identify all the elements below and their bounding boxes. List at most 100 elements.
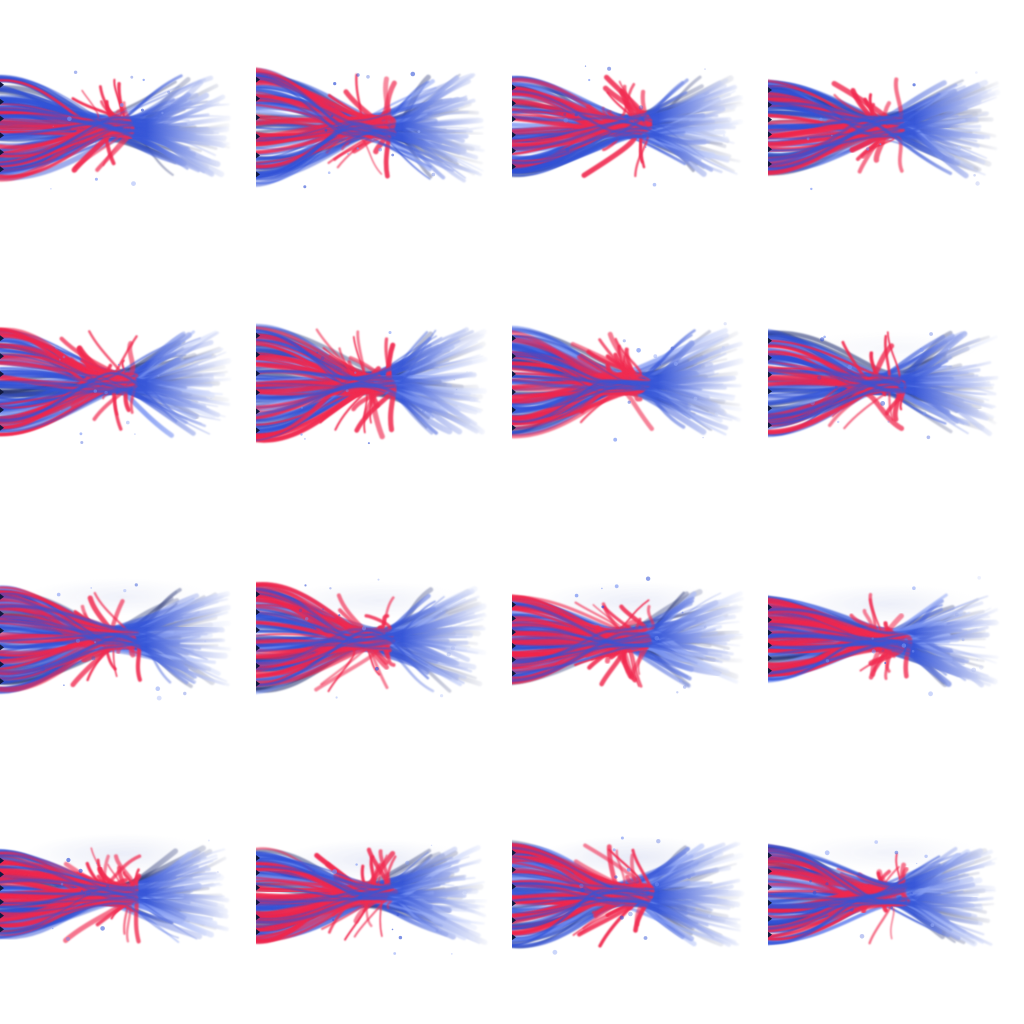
inlet-marker: [256, 645, 260, 651]
wisp-speck: [825, 882, 829, 886]
wisp-speck: [63, 684, 65, 686]
blue-streak: [768, 353, 977, 388]
wisp-speck: [189, 635, 193, 638]
inlet-marker: [512, 601, 516, 608]
wisp-speck: [155, 686, 161, 691]
inlet-marker: [768, 337, 772, 344]
inlet-marker: [0, 81, 4, 88]
blue-streak: [256, 375, 460, 409]
flow-frame-3: [512, 62, 748, 192]
wisp-speck: [405, 860, 410, 865]
wisp-speck: [60, 882, 64, 886]
wisp-speck: [463, 889, 468, 894]
blue-streak: [0, 632, 228, 683]
inlet-marker: [768, 604, 772, 611]
wisp-speck: [126, 420, 130, 425]
wisp-speck: [300, 433, 303, 436]
wisp-speck: [880, 401, 886, 406]
inlet-marker: [256, 133, 260, 140]
inlet-marker: [512, 406, 516, 413]
inlet-marker: [768, 87, 772, 93]
wisp-speck: [955, 612, 959, 617]
wisp-speck: [687, 875, 691, 879]
wisp-speck: [910, 892, 913, 895]
blue-streak: [0, 594, 232, 651]
blue-streak: [768, 119, 951, 138]
wisp-speck: [620, 836, 624, 840]
wisp-speck: [973, 174, 976, 177]
wisp-speck: [614, 875, 618, 879]
flow-volume-render: [768, 576, 1000, 697]
wisp-speck: [682, 685, 687, 689]
inlet-marker: [0, 371, 4, 377]
wisp-speck: [812, 890, 817, 895]
wisp-speck: [627, 400, 631, 404]
blue-streak: [512, 887, 707, 910]
inlet-marker: [256, 351, 260, 358]
blue-streak: [256, 81, 428, 139]
inlet-marker: [512, 656, 516, 663]
wisp-speck: [601, 605, 605, 609]
inlet-marker: [0, 132, 4, 139]
wisp-speck: [871, 637, 874, 640]
flow-volume-render: [768, 329, 999, 440]
wisp-speck: [398, 935, 403, 940]
wisp-speck: [195, 902, 199, 906]
wisp-speck: [810, 400, 815, 406]
wisp-speck: [971, 667, 977, 673]
flow-volume-render: [256, 839, 488, 955]
inlet-marker: [256, 662, 260, 669]
wisp-speck: [396, 913, 400, 917]
flow-volume-render: [768, 71, 1001, 191]
wisp-speck: [825, 659, 830, 663]
wisp-speck: [104, 390, 108, 395]
inlet-marker: [768, 101, 772, 108]
blue-streak: [512, 118, 729, 165]
inlet-marker: [768, 131, 772, 138]
wisp-speck: [847, 364, 852, 370]
wisp-speck: [327, 171, 331, 174]
wisp-speck: [644, 146, 647, 148]
flow-streaks: [512, 836, 745, 955]
wisp-speck: [721, 346, 726, 350]
wisp-speck: [100, 926, 105, 931]
blue-streak: [0, 351, 227, 389]
wisp-speck: [79, 432, 83, 436]
inlet-marker: [0, 857, 4, 864]
inlet-marker: [0, 335, 4, 342]
inlet-marker: [512, 335, 516, 342]
wisp-speck: [356, 73, 360, 77]
wisp-speck: [332, 869, 337, 874]
wisp-speck: [356, 147, 359, 150]
blue-streak: [512, 601, 734, 656]
blue-streak: [768, 633, 976, 678]
flow-streaks: [512, 65, 744, 187]
blue-streak: [512, 78, 689, 159]
wisp-speck: [67, 116, 72, 122]
flow-volume-render: [256, 67, 485, 189]
haze-cloud: [538, 581, 729, 621]
wisp-speck: [654, 882, 659, 887]
blue-streak: [256, 888, 473, 903]
inlet-marker: [768, 642, 772, 649]
wisp-speck: [723, 322, 727, 326]
flow-volume-render: [256, 578, 488, 699]
red-streak: [512, 848, 642, 888]
wisp-speck: [947, 347, 950, 350]
inlet-marker: [512, 116, 516, 123]
flow-volume-render: [256, 323, 488, 445]
wisp-speck: [332, 918, 335, 922]
blue-streak: [768, 114, 973, 140]
blue-streak: [256, 381, 433, 417]
blue-streak: [512, 592, 722, 650]
blue-streak: [0, 611, 200, 682]
wisp-speck: [676, 691, 679, 694]
inlet-marker: [768, 915, 772, 922]
wisp-speck: [161, 111, 164, 115]
wisp-speck: [834, 385, 838, 389]
inlet-marker: [0, 926, 4, 933]
wisp-speck: [653, 354, 658, 359]
wisp-speck: [56, 592, 61, 597]
inlet-marker: [0, 627, 4, 634]
wisp-speck: [440, 610, 443, 613]
